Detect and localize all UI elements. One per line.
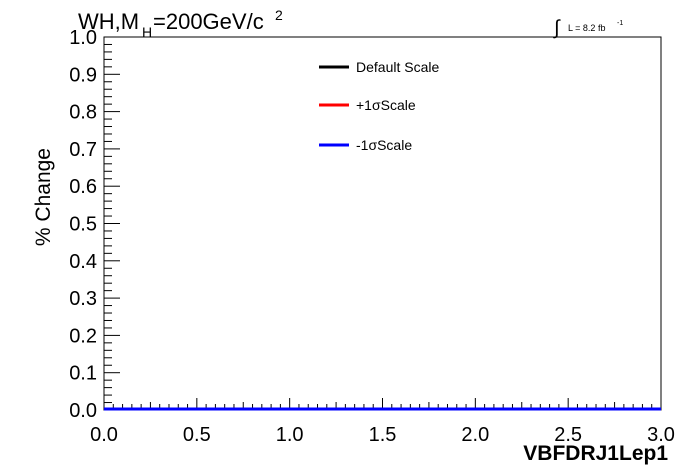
x-tick-label: 2.0 bbox=[461, 424, 489, 446]
y-tick-label: 0.8 bbox=[69, 102, 97, 124]
legend-entry: -1σScale bbox=[356, 137, 412, 153]
y-tick-label: 0.5 bbox=[69, 214, 97, 236]
y-tick-label: 0.4 bbox=[69, 251, 97, 273]
luminosity-exponent: -1 bbox=[617, 20, 624, 27]
y-axis-label: % Change bbox=[32, 148, 55, 246]
title-prefix: WH,M bbox=[78, 9, 140, 34]
x-axis-label: VBFDRJ1Lep1 bbox=[523, 442, 668, 465]
x-tick-label: 1.0 bbox=[276, 424, 304, 446]
y-tick-label: 0.3 bbox=[69, 288, 97, 310]
x-tick-label: 0.5 bbox=[183, 424, 211, 446]
luminosity-text: L = 8.2 fb bbox=[568, 23, 606, 33]
y-tick-label: 0.1 bbox=[69, 363, 97, 385]
x-tick-label: 1.5 bbox=[369, 424, 397, 446]
x-tick-label: 0.0 bbox=[90, 424, 118, 446]
x-tick-label: 2.5 bbox=[554, 424, 582, 446]
legend-entry: Default Scale bbox=[356, 59, 439, 75]
y-tick-label: 0.0 bbox=[69, 400, 97, 422]
y-tick-label: 0.6 bbox=[69, 176, 97, 198]
x-tick-label: 3.0 bbox=[647, 424, 675, 446]
y-tick-label: 0.2 bbox=[69, 325, 97, 347]
integral-symbol: ∫ bbox=[554, 17, 560, 39]
title-middle: =200GeV/c bbox=[153, 9, 264, 34]
y-tick-label: 0.9 bbox=[69, 64, 97, 86]
title-superscript: 2 bbox=[275, 7, 283, 23]
plot-frame bbox=[103, 36, 662, 411]
axis-ticks bbox=[103, 36, 662, 411]
legend: Default Scale +1σScale -1σScale bbox=[319, 59, 439, 153]
legend-entry: +1σScale bbox=[356, 97, 416, 113]
tick-labels: 0.0 0.5 1.0 1.5 2.0 2.5 3.0 0.0 0.1 0.2 0.3 0.4 0.5 0… bbox=[69, 27, 675, 446]
title-subscript: H bbox=[142, 24, 153, 40]
y-tick-label: 1.0 bbox=[69, 27, 97, 49]
y-tick-label: 0.7 bbox=[69, 139, 97, 161]
